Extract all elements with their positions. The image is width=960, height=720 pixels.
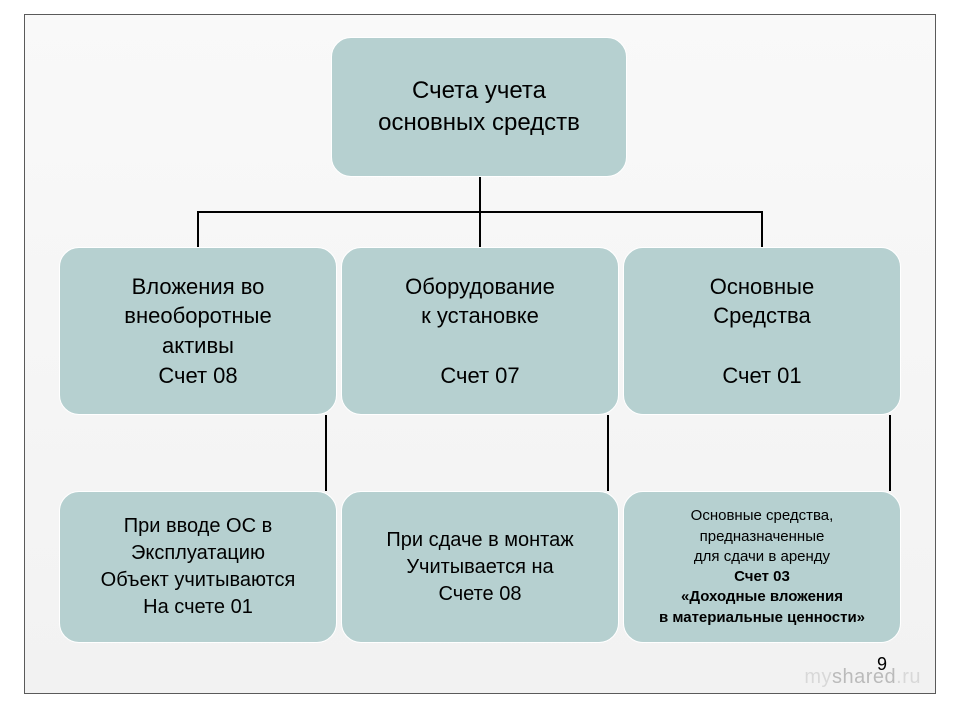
node-root: Счета учетаосновных средств xyxy=(331,37,627,177)
slide-frame: Счета учетаосновных средств Вложения вов… xyxy=(24,14,936,694)
conn-mid-leaf-left xyxy=(325,415,327,491)
node-acct-08: Вложения вовнеоборотныеактивыСчет 08 xyxy=(59,247,337,415)
watermark-mid: shared xyxy=(832,666,896,688)
leaf-acct-07-text: При сдаче в монтажУчитывается наСчете 08 xyxy=(386,527,573,608)
leaf-acct-08-text: При вводе ОС вЭксплуатациюОбъект учитыва… xyxy=(101,513,296,621)
conn-root-drop xyxy=(479,177,481,213)
conn-mid-leaf-right xyxy=(889,415,891,491)
node-acct-01-text: ОсновныеСредства Счет 01 xyxy=(710,272,814,391)
leaf-acct-01: Основные средства,предназначенныедля сда… xyxy=(623,491,901,643)
node-root-text: Счета учетаосновных средств xyxy=(378,75,580,140)
watermark-right: .ru xyxy=(896,666,921,688)
conn-drop-right xyxy=(761,211,763,247)
node-acct-01: ОсновныеСредства Счет 01 xyxy=(623,247,901,415)
node-acct-07-text: Оборудованиек установке Счет 07 xyxy=(405,272,555,391)
leaf-acct-01-lines: Основные средства,предназначенныедля сда… xyxy=(659,506,865,628)
watermark-left: my xyxy=(804,666,832,688)
node-acct-08-text: Вложения вовнеоборотныеактивыСчет 08 xyxy=(124,272,271,391)
node-acct-07: Оборудованиек установке Счет 07 xyxy=(341,247,619,415)
leaf-acct-07: При сдаче в монтажУчитывается наСчете 08 xyxy=(341,491,619,643)
leaf-acct-08: При вводе ОС вЭксплуатациюОбъект учитыва… xyxy=(59,491,337,643)
conn-mid-leaf-mid xyxy=(607,415,609,491)
conn-drop-mid xyxy=(479,211,481,247)
conn-drop-left xyxy=(197,211,199,247)
watermark: myshared.ru xyxy=(804,666,921,689)
